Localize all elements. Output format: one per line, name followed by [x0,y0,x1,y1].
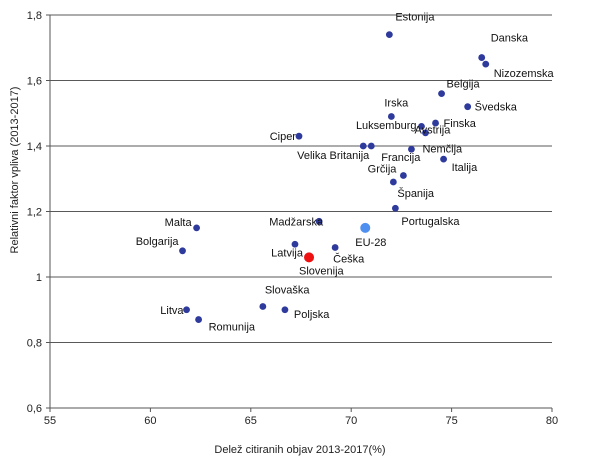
x-tick-label: 55 [44,415,56,427]
point-label: Nemčija [422,143,463,155]
x-tick-label: 65 [245,415,257,427]
data-point-poljska [281,306,289,314]
y-tick-label: 1 [36,272,42,284]
data-point-romunija [195,316,202,323]
point-label: Ciper [270,131,297,143]
point-label: Irska [384,98,409,110]
data-point-ciper [295,132,303,140]
data-point-bolgarija [179,247,186,255]
data-point-italija [440,155,447,163]
data-point-eu-28 [360,222,371,233]
point-label: Madžarska [269,216,324,228]
point-label: EU-28 [355,237,386,249]
y-tick-label: 1,8 [27,10,42,22]
y-tick-label: 1,4 [27,141,42,153]
point-label: Malta [165,217,193,229]
data-point-litva [183,306,190,314]
data-point-finska [432,119,439,127]
data-point-nizozemska [482,60,490,68]
point-labels: Estonija Danska Nizozemska Belgija Švedska Ir… [136,12,555,334]
point-label: Slovenija [299,265,345,277]
point-label: Slovaška [265,284,311,296]
point-label: Poljska [294,309,330,321]
y-tick-label: 1,2 [27,207,42,219]
point-label: Belgija [447,79,481,91]
data-point-velika-britanija [367,142,375,150]
data-point-irska [387,113,395,120]
point-label: Češka [333,253,365,266]
data-point-slovenija [304,252,315,263]
data-point-malta [193,224,200,232]
data-point-latvija [291,240,299,248]
x-tick-label: 75 [445,415,457,427]
point-label: Danska [491,33,529,45]
y-tick-label: 0,6 [27,403,42,415]
data-point-nem-ija [408,145,415,153]
data-point--e-ka [331,244,339,251]
point-label: Italija [452,162,479,174]
grid-lines [50,14,552,409]
y-tick-labels: 0,6 0,8 1 1,2 1,4 1,6 1,8 [27,10,50,415]
x-tick-label: 70 [345,415,357,427]
x-tick-label: 60 [144,415,156,427]
data-point-estonija [385,31,393,39]
data-point-gr-ija [400,172,407,179]
x-tick-labels: 55 60 65 70 75 80 [44,408,558,427]
data-point-francija [359,142,367,150]
point-label: Švedska [475,101,518,114]
point-label: Litva [160,305,184,317]
point-label: Luksemburg [356,120,417,132]
point-label: Francija [381,152,421,164]
data-point-portugalska [391,204,399,212]
data-point-slova-ka [259,303,267,310]
data-point--panija [389,178,397,186]
point-label: Nizozemska [494,68,555,80]
point-label: Portugalska [401,216,460,228]
point-label: Latvija [271,247,304,259]
point-label: Bolgarija [136,236,180,248]
point-label: Grčija [368,163,398,175]
data-point-mad-arska [315,217,323,225]
point-label: Velika Britanija [297,150,370,162]
data-point-belgija [438,90,445,97]
data-points [179,31,490,323]
x-axis-title: Delež citiranih objav 2013-2017(%) [214,444,385,456]
point-label: Estonija [395,12,435,24]
point-label: Avstrija [414,124,451,136]
point-label: Finska [444,118,477,130]
point-label: Romunija [209,322,256,334]
data-point--vedska [464,103,472,111]
x-tick-label: 80 [546,415,558,427]
data-point-avstrija [418,122,425,130]
y-tick-label: 1,6 [27,76,42,88]
y-axis-title: Relativni faktor vpliva (2013-2017) [9,87,21,254]
point-label: Španija [397,187,435,200]
data-point-danska [478,54,486,61]
y-tick-label: 0,8 [27,338,42,350]
data-point-luksemburg [422,129,429,137]
